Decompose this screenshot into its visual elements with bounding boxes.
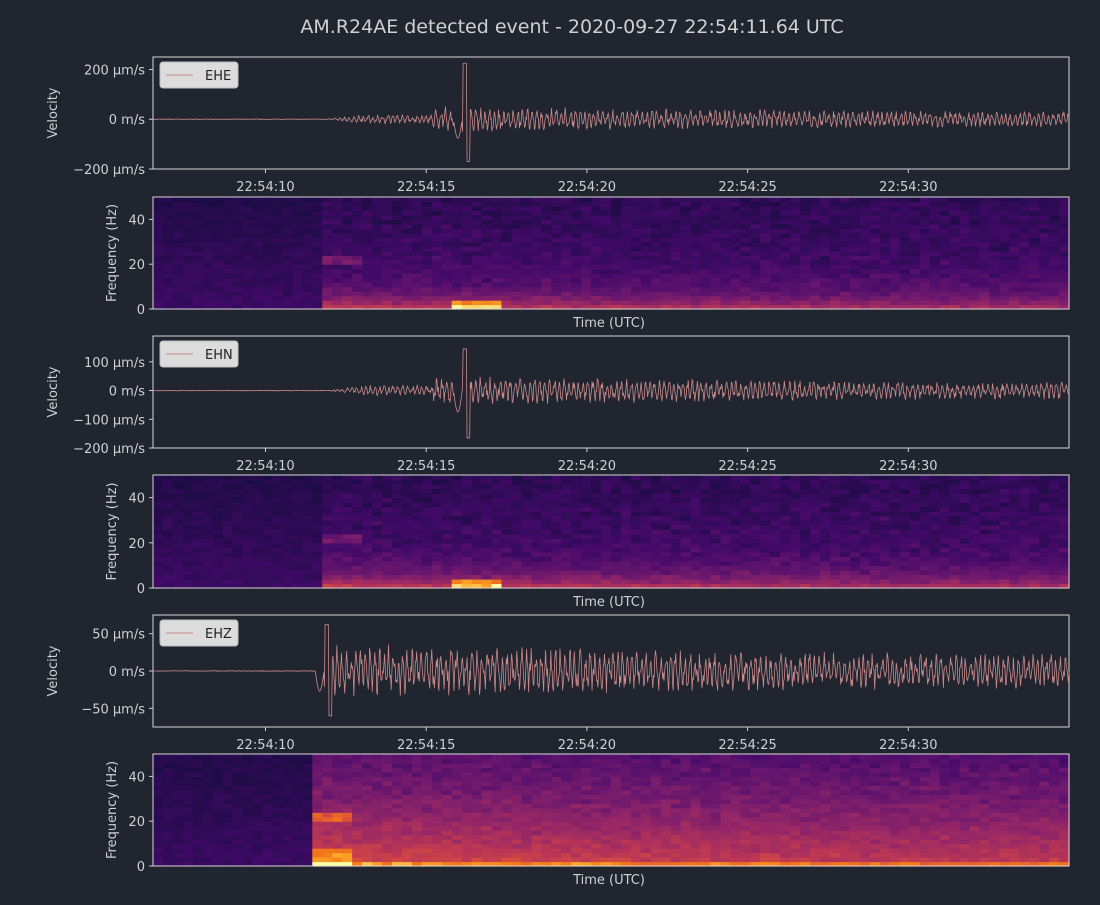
legend: EHZ (160, 620, 238, 646)
y-tick-label: −200 µm/s (73, 163, 145, 178)
legend: EHE (160, 62, 238, 88)
x-tick-label: 22:54:30 (879, 738, 937, 753)
y-tick-label: 40 (128, 213, 145, 228)
x-tick-label: 22:54:20 (558, 459, 616, 474)
y-tick-label: 20 (128, 815, 145, 830)
waveform-panel-ehe: EHE (153, 57, 1069, 169)
y-axis-label: Frequency (Hz) (105, 204, 120, 302)
x-tick-label: 22:54:15 (397, 459, 455, 474)
series-line-ehe (153, 63, 1069, 161)
y-tick-label: 200 µm/s (84, 63, 145, 78)
y-tick-label: 20 (128, 258, 145, 273)
series-line-ehz (153, 625, 1069, 716)
y-tick-label: −50 µm/s (81, 702, 145, 717)
spectrogram-panel-ehn (153, 475, 1070, 589)
legend-label: EHE (205, 69, 231, 84)
figure-title: AM.R24AE detected event - 2020-09-27 22:… (300, 16, 843, 38)
y-tick-label: 0 m/s (109, 665, 145, 680)
x-tick-label: 22:54:20 (558, 180, 616, 195)
y-tick-label: 40 (128, 770, 145, 785)
y-tick-label: 100 µm/s (84, 356, 145, 371)
spectrogram-cells (153, 754, 1070, 867)
y-tick-label: −100 µm/s (73, 413, 145, 428)
legend-label: EHZ (205, 627, 232, 642)
x-axis-label: Time (UTC) (572, 595, 645, 610)
spectrogram-cells (153, 197, 1070, 310)
x-tick-label: 22:54:10 (236, 459, 294, 474)
y-tick-label: 0 m/s (109, 385, 145, 400)
x-axis-label: Time (UTC) (572, 873, 645, 888)
y-tick-label: 0 m/s (109, 113, 145, 128)
y-tick-label: −200 µm/s (73, 442, 145, 457)
legend: EHN (160, 341, 238, 367)
spectrogram-cells (153, 475, 1070, 589)
spectrogram-panel-ehz (153, 754, 1070, 867)
spectrogram-panel-ehe (153, 197, 1070, 310)
waveform-panel-ehz: EHZ (153, 615, 1069, 727)
y-tick-label: 0 (137, 303, 145, 318)
waveform-panel-ehn: EHN (153, 336, 1069, 448)
x-tick-label: 22:54:25 (718, 738, 776, 753)
x-tick-label: 22:54:10 (236, 180, 294, 195)
waveform-frame (153, 57, 1069, 169)
y-axis-label: Velocity (46, 645, 61, 696)
y-axis-label: Frequency (Hz) (105, 482, 120, 580)
series-line-ehn (153, 349, 1069, 438)
y-axis-label: Frequency (Hz) (105, 761, 120, 859)
x-tick-label: 22:54:15 (397, 180, 455, 195)
y-tick-label: 40 (128, 492, 145, 507)
y-tick-label: 50 µm/s (92, 628, 145, 643)
x-tick-label: 22:54:30 (879, 180, 937, 195)
legend-label: EHN (205, 348, 233, 363)
x-tick-label: 22:54:25 (718, 459, 776, 474)
x-tick-label: 22:54:10 (236, 738, 294, 753)
y-tick-label: 20 (128, 537, 145, 552)
y-axis-label: Velocity (46, 366, 61, 417)
x-axis-label: Time (UTC) (572, 316, 645, 331)
waveform-frame (153, 336, 1069, 448)
x-tick-label: 22:54:20 (558, 738, 616, 753)
y-tick-label: 0 (137, 860, 145, 875)
x-tick-label: 22:54:15 (397, 738, 455, 753)
x-tick-label: 22:54:30 (879, 459, 937, 474)
y-axis-label: Velocity (46, 87, 61, 138)
x-tick-label: 22:54:25 (718, 180, 776, 195)
y-tick-label: 0 (137, 582, 145, 597)
